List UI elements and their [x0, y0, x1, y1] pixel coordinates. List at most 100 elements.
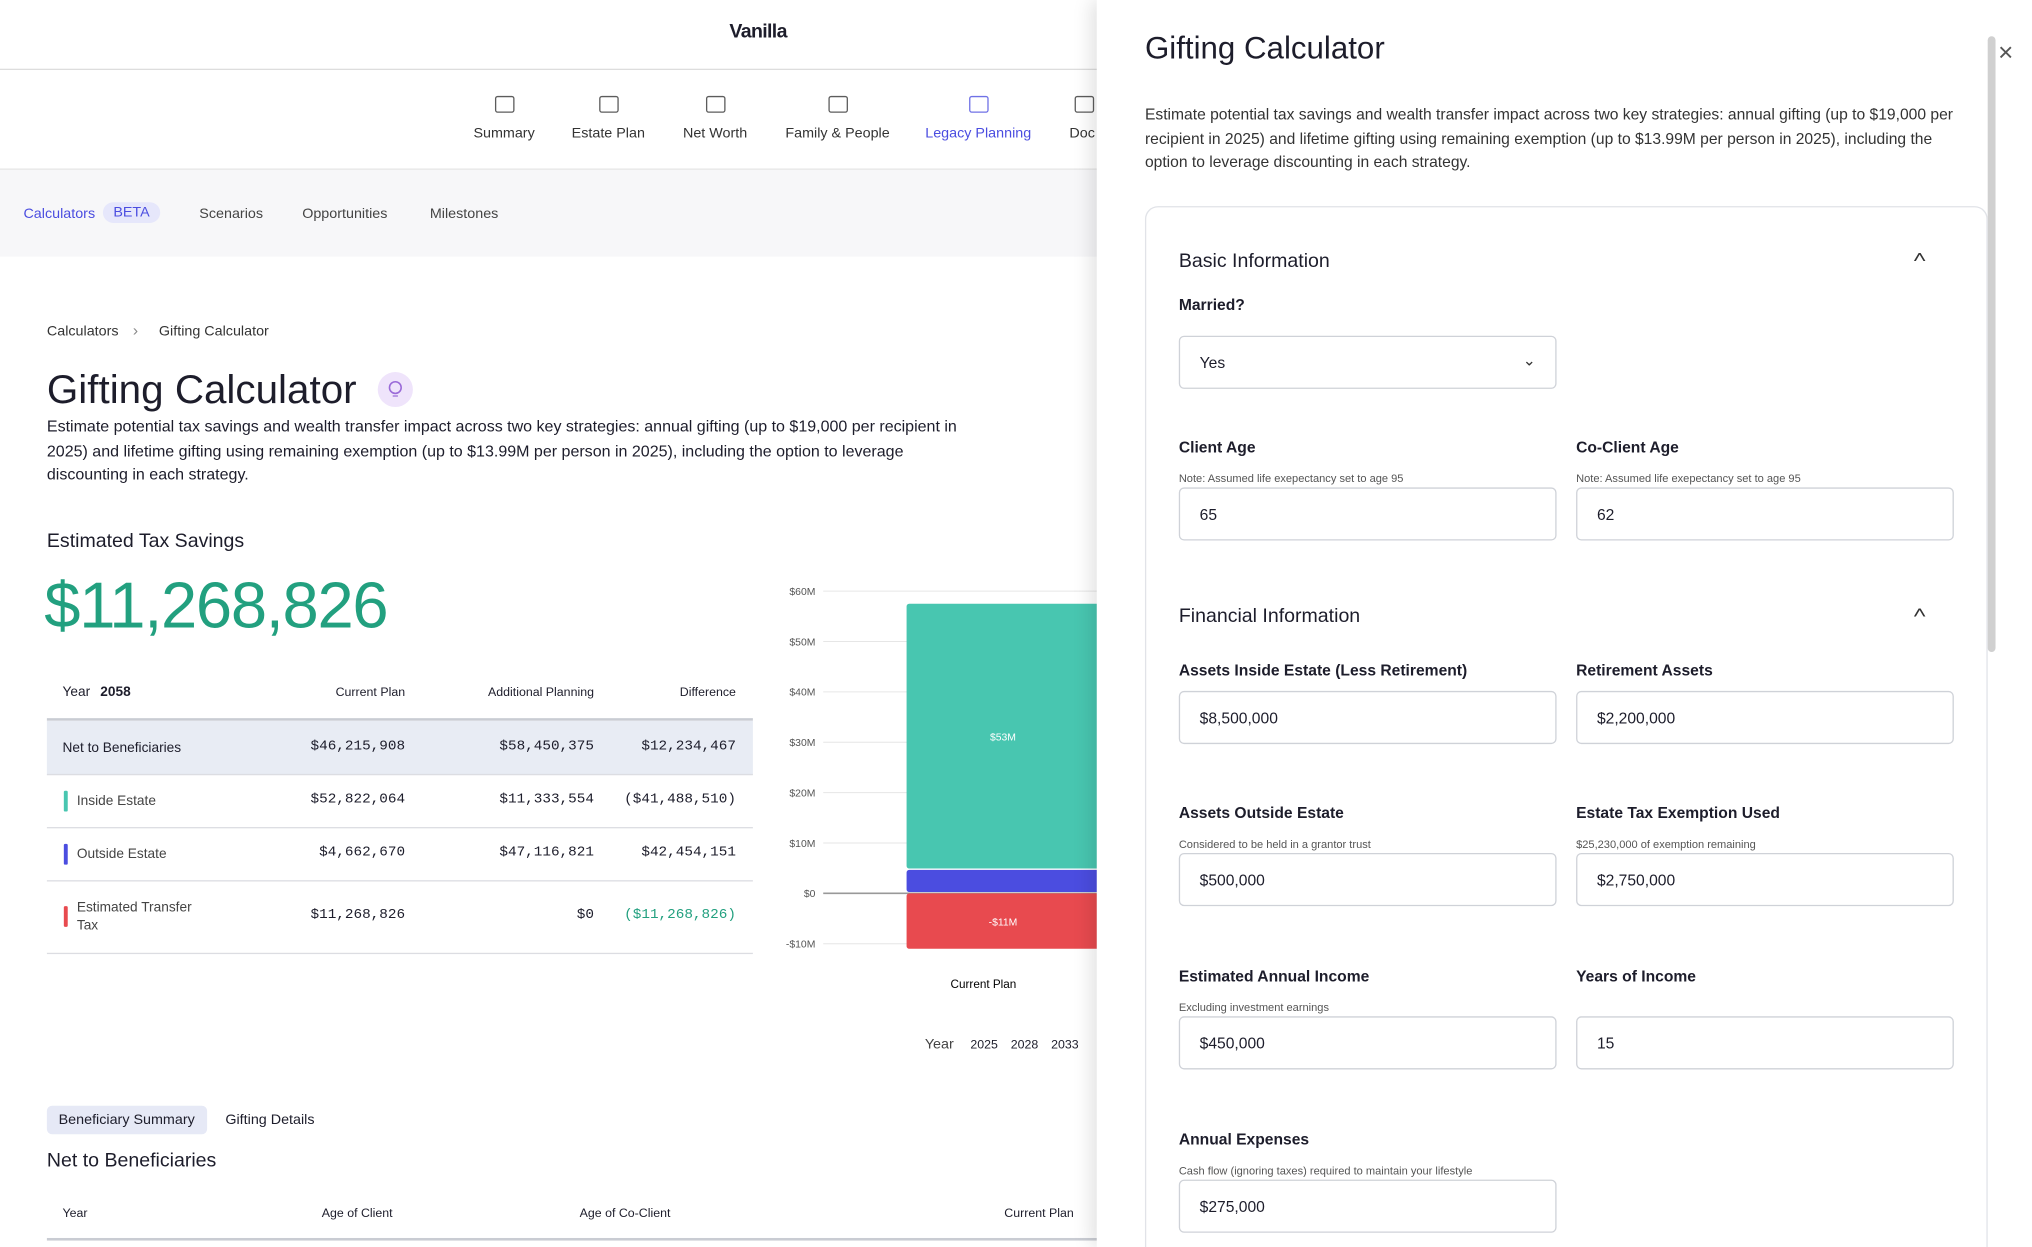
bar-segment	[906, 869, 1108, 893]
column-header: Current Plan	[335, 685, 406, 701]
cell: $47,116,821	[499, 844, 594, 861]
summary-table: Year 2058 Current Plan Additional Planning D…	[46, 668, 753, 955]
subnav-active[interactable]: Calculators	[23, 206, 96, 222]
top-bar	[0, 0, 2032, 71]
y-tick-label: $0	[804, 889, 816, 900]
brand: Vanilla	[729, 20, 787, 43]
year-label: Year	[62, 684, 91, 701]
close-button[interactable]: ×	[1998, 38, 2014, 68]
subnav-item[interactable]: Milestones	[429, 206, 499, 222]
y-tick-label: $30M	[789, 738, 815, 749]
column-header: Age of Co-Client	[579, 1206, 671, 1222]
field-label: Retirement Assets	[1576, 661, 1713, 680]
side-panel: Gifting Calculator × Estimate potential …	[1096, 0, 2032, 1247]
table-row: Net to Beneficiaries $46,215,908 $58,450,3…	[46, 720, 753, 776]
text-input[interactable]: $275,000	[1178, 1179, 1557, 1233]
x-category-label: Current Plan	[951, 978, 1017, 991]
section-title: Basic Information	[1178, 250, 1330, 273]
nav-item[interactable]: Family & People	[785, 125, 890, 142]
row-label: Outside Estate	[76, 845, 167, 862]
field-note: Considered to be held in a grantor trust	[1178, 837, 1371, 851]
column-header: Year	[62, 1206, 88, 1222]
nav-icon[interactable]	[494, 95, 515, 113]
bar-label: $53M	[990, 733, 1016, 744]
dropdown-caret[interactable]: ⌄	[1522, 351, 1536, 370]
field-label: Assets Outside Estate	[1178, 803, 1344, 822]
bar-segment	[906, 603, 1108, 869]
field-label: Co-Client Age	[1576, 438, 1679, 457]
nav-item[interactable]: Estate Plan	[571, 125, 645, 142]
column-header: Additional Planning	[488, 685, 594, 701]
section-title: Financial Information	[1178, 605, 1361, 628]
year: 2058	[100, 684, 131, 701]
scrollbar[interactable]	[1987, 36, 1996, 653]
nav-icon[interactable]	[828, 95, 848, 113]
text-input[interactable]: $2,750,000	[1576, 852, 1954, 907]
year-option[interactable]: 2033	[1051, 1038, 1079, 1053]
nav-icon[interactable]	[969, 95, 989, 113]
column-header: Current Plan	[1004, 1206, 1074, 1222]
field-label: Client Age	[1178, 438, 1256, 457]
panel-title: Gifting Calculator	[1144, 31, 1385, 67]
text-input[interactable]: $8,500,000	[1178, 690, 1557, 745]
field-note: Note: Assumed life exepectancy set to ag…	[1178, 471, 1404, 485]
text-input[interactable]: 15	[1576, 1016, 1954, 1070]
nav-icon[interactable]	[599, 95, 619, 113]
tab[interactable]: Beneficiary Summary	[46, 1105, 207, 1135]
table-row: Estimated Transfer Tax $11,268,826 $0 ($11,…	[46, 880, 753, 955]
beta-badge: BETA	[102, 202, 161, 223]
subnav-item[interactable]: Scenarios	[199, 206, 264, 222]
cell: ($41,488,510)	[624, 791, 736, 807]
page-description: Estimate potential tax savings and wealt…	[46, 417, 957, 485]
field-label: Married?	[1178, 295, 1245, 314]
breadcrumb: Gifting Calculator	[158, 324, 269, 340]
nav-item[interactable]: Doc	[1069, 125, 1095, 142]
cell: $42,454,151	[641, 844, 736, 861]
field-label: Assets Inside Estate (Less Retirement)	[1178, 661, 1468, 680]
savings-label: Estimated Tax Savings	[46, 530, 245, 553]
text-input[interactable]: 65	[1178, 487, 1557, 541]
year-option[interactable]: 2025	[970, 1038, 998, 1053]
field-note: $25,230,000 of exemption remaining	[1576, 837, 1756, 851]
text-input[interactable]: $500,000	[1178, 852, 1557, 907]
field-label: Years of Income	[1576, 967, 1696, 986]
text-input[interactable]: $450,000	[1178, 1016, 1557, 1070]
collapse-toggle[interactable]: ˄	[1912, 247, 1927, 268]
idea-icon[interactable]	[377, 372, 413, 408]
cell: $0	[576, 907, 594, 923]
bar-label: -$11M	[989, 918, 1018, 929]
legend-swatch	[63, 843, 68, 864]
text-input[interactable]: 62	[1576, 487, 1954, 541]
y-tick-label: $20M	[789, 789, 815, 800]
row-label: Inside Estate	[76, 792, 156, 809]
column-header: Age of Client	[321, 1206, 393, 1222]
bar-segment	[906, 893, 1108, 949]
field-note: Excluding investment earnings	[1178, 1000, 1329, 1014]
savings-amount: $11,268,826	[44, 569, 388, 642]
nav-item[interactable]: Summary	[473, 125, 535, 142]
collapse-toggle[interactable]: ˄	[1912, 602, 1927, 623]
select[interactable]: Yes	[1178, 335, 1557, 389]
field-note: Cash flow (ignoring taxes) required to m…	[1178, 1164, 1473, 1178]
y-tick-label: $50M	[789, 637, 815, 648]
text-input[interactable]: $2,200,000	[1576, 690, 1954, 745]
nav-item[interactable]: Legacy Planning	[925, 125, 1032, 142]
y-tick-label: $40M	[789, 688, 815, 699]
nav-icon[interactable]	[1074, 95, 1095, 113]
year-option[interactable]: 2028	[1010, 1038, 1039, 1053]
breadcrumb-sep: ›	[132, 321, 139, 340]
tab[interactable]: Gifting Details	[225, 1112, 315, 1128]
breadcrumb[interactable]: Calculators	[46, 324, 119, 340]
nav-item[interactable]: Net Worth	[682, 125, 748, 142]
header-rule	[46, 718, 753, 721]
subnav-item[interactable]: Opportunities	[302, 206, 388, 222]
nav-icon[interactable]	[705, 95, 726, 113]
row-label: Estimated Transfer Tax	[76, 899, 192, 934]
section-title: Net to Beneficiaries	[46, 1149, 217, 1172]
panel-description: Estimate potential tax savings and wealt…	[1144, 105, 1953, 172]
y-tick-label: $10M	[789, 839, 815, 850]
cell: $11,268,826	[310, 907, 406, 923]
y-tick-label: -$10M	[786, 940, 815, 951]
cell: $4,662,670	[319, 844, 406, 861]
